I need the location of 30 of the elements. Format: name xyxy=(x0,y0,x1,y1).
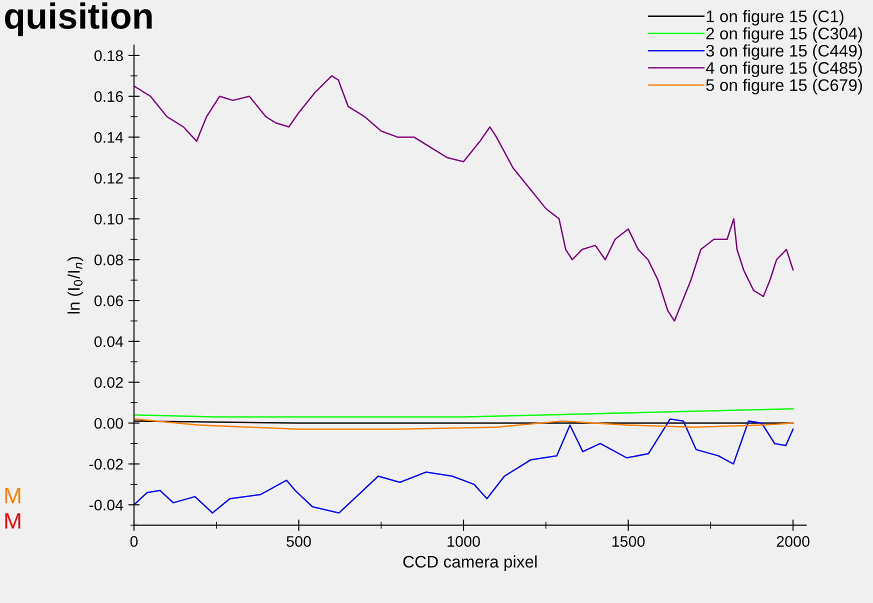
y-tick-label: 0.04 xyxy=(94,336,124,348)
legend-label: 3 on figure 15 (C449) xyxy=(706,44,862,60)
legend-label: 5 on figure 15 (C679) xyxy=(706,78,862,94)
legend-label: 4 on figure 15 (C485) xyxy=(706,62,862,78)
y-tick-label: 0.18 xyxy=(94,50,123,62)
y-tick-label: 0.14 xyxy=(94,132,124,143)
x-tick-label: 1500 xyxy=(612,536,645,547)
x-axis-title: CCD camera pixel xyxy=(403,555,537,571)
y-tick-label: 0.00 xyxy=(94,418,123,429)
x-tick-label: 2000 xyxy=(776,536,810,547)
legend-label: 1 on figure 15 (C1) xyxy=(706,10,844,26)
text: M xyxy=(5,513,20,529)
y-tick-label: -0.04 xyxy=(89,500,124,510)
y-tick-label: 0.02 xyxy=(94,377,123,388)
y-tick-label: 0.06 xyxy=(94,295,123,306)
x-tick-label: 500 xyxy=(286,536,311,547)
text: M xyxy=(5,488,20,504)
x-tick-label: 0 xyxy=(130,536,138,547)
x-tick-label: 1000 xyxy=(448,536,480,547)
y-tick-label: 0.08 xyxy=(94,254,123,266)
y-axis-title: ln (I$_{0}$/I$_{n}$) xyxy=(68,256,84,314)
y-tick-label: 0.12 xyxy=(94,172,123,184)
y-tick-label: -0.02 xyxy=(89,458,123,470)
line-series xyxy=(134,418,794,430)
y-tick-label: 0.16 xyxy=(94,91,123,102)
legend-label: 2 on figure 15 (C304) xyxy=(706,27,862,43)
text: quisition xyxy=(4,2,152,36)
line-series xyxy=(134,408,794,418)
line-series xyxy=(134,418,794,514)
y-tick-label: 0.10 xyxy=(94,214,123,225)
